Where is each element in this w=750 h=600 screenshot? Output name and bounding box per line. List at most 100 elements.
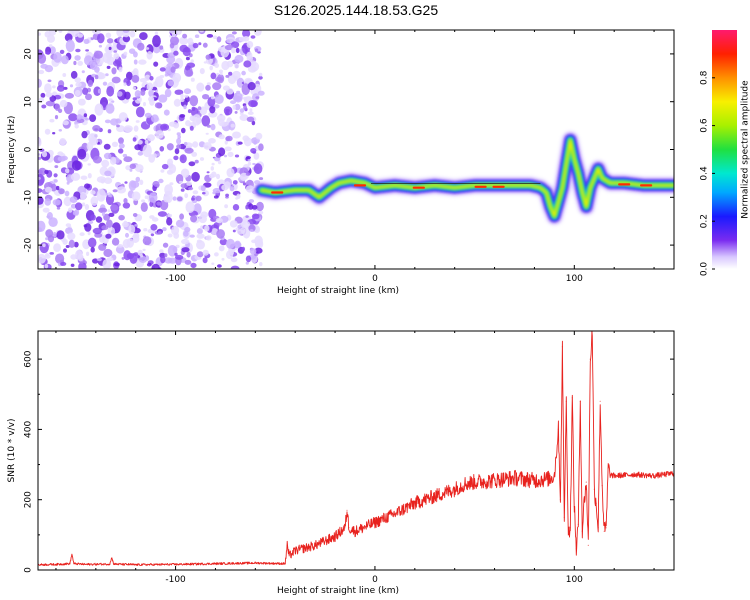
noise-blob [122, 35, 131, 43]
noise-blob [38, 97, 45, 103]
noise-blob [196, 233, 205, 239]
noise-blob [245, 255, 252, 263]
noise-blob [202, 190, 209, 197]
noise-blob [45, 92, 53, 98]
noise-blob [254, 235, 263, 247]
y-tick-label: 20 [24, 48, 34, 60]
noise-blob [196, 239, 202, 243]
noise-blob [42, 243, 46, 248]
noise-blob [95, 216, 103, 223]
noise-blob [87, 231, 91, 236]
noise-blob [148, 154, 156, 163]
noise-blob [123, 82, 127, 87]
noise-blob [59, 49, 65, 55]
noise-blob [176, 138, 182, 145]
noise-blob [153, 61, 159, 67]
noise-blob [70, 70, 78, 79]
noise-blob [141, 199, 145, 203]
noise-blob [170, 66, 176, 73]
noise-blob [255, 96, 260, 99]
noise-blob [232, 70, 241, 80]
y-tick-label: -10 [24, 190, 34, 205]
noise-blob [226, 88, 234, 95]
noise-blob [215, 173, 221, 180]
noise-blob [186, 62, 196, 68]
noise-blob [243, 105, 248, 110]
snr-data-point [434, 495, 436, 497]
noise-blob [63, 248, 67, 253]
noise-blob [79, 232, 85, 237]
noise-blob [232, 104, 236, 110]
noise-blob [115, 245, 125, 254]
noise-blob [226, 167, 235, 178]
noise-blob [44, 169, 49, 175]
noise-blob [232, 229, 236, 233]
noise-blob [159, 146, 165, 152]
noise-blob [186, 69, 194, 77]
noise-blob [234, 103, 241, 111]
noise-blob [198, 42, 202, 46]
snr-data-point [464, 483, 466, 485]
noise-blob [156, 201, 161, 206]
noise-blob [245, 261, 249, 265]
colorbar: 0.0 0.2 0.4 0.6 0.8 Normalized spectral ampli… [700, 30, 750, 276]
noise-blob [234, 63, 240, 69]
noise-blob [137, 93, 141, 96]
noise-blob [184, 193, 189, 199]
noise-blob [135, 106, 145, 118]
noise-blob [233, 92, 243, 103]
noise-blob [239, 108, 245, 113]
noise-blob [85, 93, 92, 101]
noise-blob [92, 227, 102, 235]
noise-blob [194, 34, 200, 38]
noise-blob [49, 118, 55, 123]
snr-data-point [113, 563, 115, 565]
noise-blob [82, 202, 86, 207]
noise-blob [204, 225, 210, 232]
noise-blob [192, 114, 202, 126]
noise-blob [38, 173, 45, 186]
snr-data-point [561, 346, 564, 348]
noise-blob [38, 227, 43, 233]
noise-blob [167, 213, 173, 218]
noise-blob [176, 132, 181, 136]
noise-blob [198, 214, 207, 224]
noise-blob [58, 129, 62, 132]
noise-blob [236, 77, 245, 88]
noise-blob [167, 233, 173, 238]
noise-blob [258, 210, 264, 215]
noise-blob [62, 73, 67, 77]
noise-blob [237, 229, 245, 235]
snr-data-point [589, 358, 591, 360]
noise-blob [188, 161, 196, 167]
snr-data-point [577, 523, 579, 525]
noise-blob [181, 238, 190, 245]
noise-blob [217, 160, 222, 165]
snr-data-point [214, 563, 216, 565]
noise-blob [72, 210, 78, 216]
noise-blob [70, 263, 75, 267]
noise-blob [54, 103, 61, 111]
snr-data-point [601, 485, 603, 487]
noise-blob [175, 219, 185, 228]
noise-region [38, 30, 265, 269]
colorbar-tick-label: 0.2 [700, 214, 710, 228]
noise-blob [191, 151, 198, 157]
noise-blob [76, 114, 83, 120]
noise-blob [122, 153, 128, 158]
snr-data-point [294, 550, 296, 552]
noise-blob [83, 224, 88, 228]
noise-blob [253, 30, 262, 36]
noise-blob [162, 227, 167, 232]
noise-blob [241, 246, 246, 252]
noise-blob [246, 116, 255, 123]
noise-blob [113, 262, 120, 267]
colorbar-tick-label: 0.0 [700, 262, 710, 277]
snr-data-point [653, 475, 655, 477]
noise-blob [213, 104, 220, 109]
noise-blob [240, 220, 251, 229]
noise-blob [81, 130, 88, 139]
snr-data-point [254, 562, 256, 564]
y-tick-label: 0 [24, 146, 34, 152]
noise-blob [52, 85, 56, 89]
